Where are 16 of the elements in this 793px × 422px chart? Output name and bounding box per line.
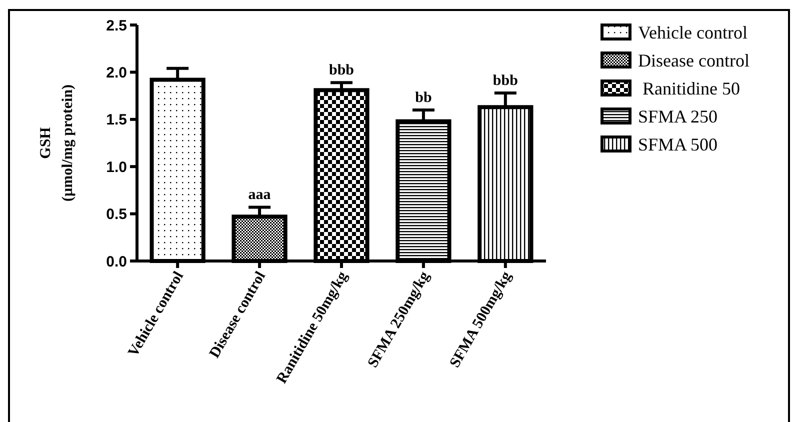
legend-label: SFMA 500 (638, 134, 718, 154)
y-tick-label: 2.0 (106, 64, 127, 82)
legend-label: Disease control (638, 50, 750, 70)
annotation: bbb (492, 72, 518, 89)
annotation: bb (415, 90, 432, 106)
y-tick-label: 2.5 (106, 17, 127, 34)
y-tick-label: 0.5 (106, 206, 127, 224)
legend-label: Ranitidine 50 (638, 78, 740, 98)
y-tick-label: 1.0 (106, 158, 127, 176)
y-tick-label: 0.0 (106, 253, 127, 270)
y-tick-label: 1.5 (106, 112, 127, 129)
y-axis-title: GSH (µmol/mg protein) (38, 84, 76, 202)
annotation: bbb (328, 62, 354, 79)
legend-label: SFMA 250 (638, 106, 718, 126)
annotation: aaa (248, 187, 272, 204)
legend-label: Vehicle control (638, 22, 748, 42)
